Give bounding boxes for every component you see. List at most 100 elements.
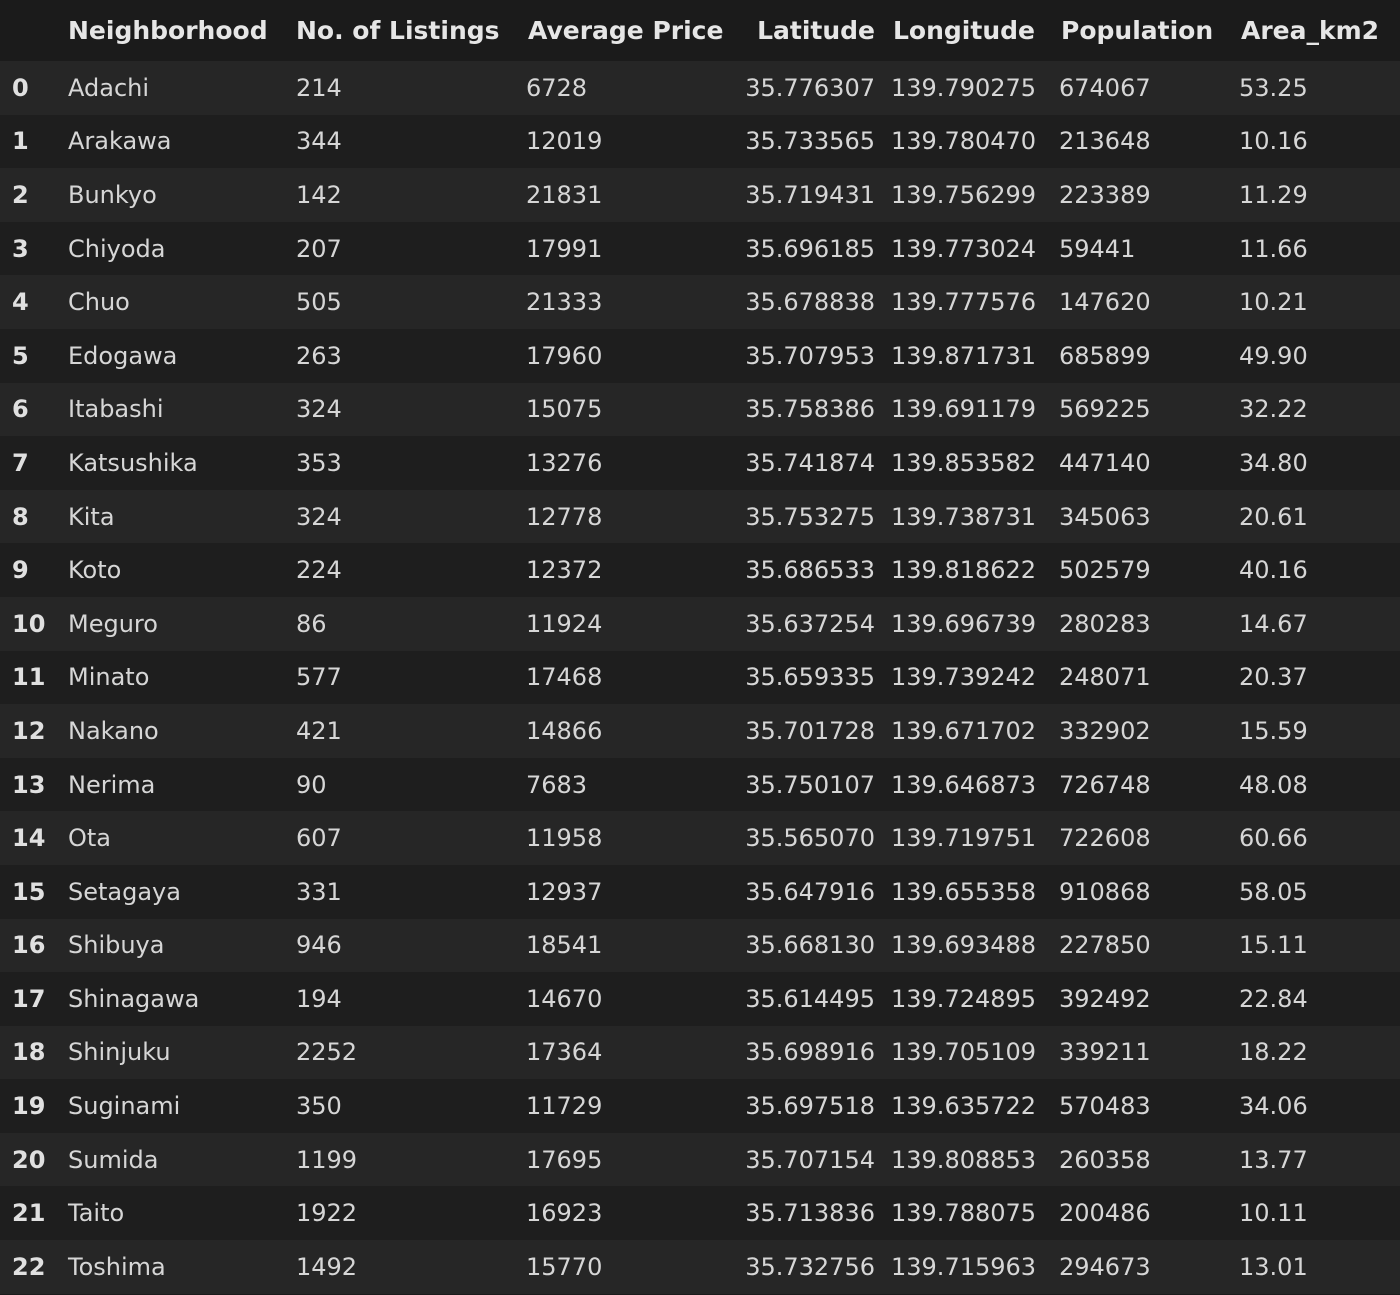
longitude-cell: 139.773024	[891, 234, 1037, 263]
average-price-cell: 15075	[526, 395, 603, 424]
table-row: 9 Koto 224 12372 35.686533 139.818622 502579 40…	[0, 543, 1400, 597]
listings-cell: 194	[296, 984, 342, 1013]
listings-cell: 86	[296, 609, 327, 638]
latitude-cell: 35.637254	[745, 609, 875, 638]
population-cell: 685899	[1059, 341, 1151, 370]
latitude-cell: 35.698916	[745, 1038, 875, 1067]
table-row: 7 Katsushika 353 13276 35.741874 139.853582 44…	[0, 436, 1400, 490]
listings-cell: 142	[296, 180, 342, 209]
row-index: 16	[12, 931, 46, 960]
population-cell: 674067	[1059, 73, 1151, 102]
table-row: 11 Minato 577 17468 35.659335 139.739242 24807…	[0, 650, 1400, 705]
latitude-cell: 35.732756	[745, 1252, 875, 1281]
average-price-cell: 12019	[526, 127, 603, 156]
table-row: 1 Arakawa 344 12019 35.733565 139.780470 21364…	[0, 114, 1400, 169]
latitude-cell: 35.701728	[745, 716, 875, 745]
table-row: 8 Kita 324 12778 35.753275 139.738731 345063 20…	[0, 489, 1400, 544]
latitude-cell: 35.659335	[745, 663, 875, 692]
area-cell: 20.37	[1239, 663, 1308, 692]
average-price-cell: 17364	[526, 1038, 603, 1067]
longitude-cell: 139.871731	[891, 341, 1037, 370]
population-cell: 392492	[1059, 984, 1151, 1013]
population-cell: 260358	[1059, 1145, 1151, 1174]
longitude-cell: 139.691179	[891, 395, 1037, 424]
latitude-cell: 35.696185	[745, 234, 875, 263]
row-index: 8	[12, 502, 29, 531]
longitude-cell: 139.693488	[891, 931, 1037, 960]
population-cell: 569225	[1059, 395, 1151, 424]
longitude-cell: 139.738731	[891, 502, 1037, 531]
neighborhood-cell: Nerima	[68, 770, 156, 799]
longitude-cell: 139.724895	[891, 984, 1037, 1013]
neighborhood-cell: Toshima	[68, 1252, 166, 1281]
row-index: 20	[12, 1145, 46, 1174]
neighborhood-cell: Minato	[68, 663, 150, 692]
neighborhood-cell: Edogawa	[68, 341, 178, 370]
table-row: 6 Itabashi 324 15075 35.758386 139.691179 5692…	[0, 382, 1400, 437]
table-row: 17 Shinagawa 194 14670 35.614495 139.724895 39…	[0, 972, 1400, 1026]
longitude-cell: 139.719751	[891, 824, 1037, 853]
neighborhood-cell: Adachi	[68, 73, 150, 102]
row-index: 22	[12, 1252, 46, 1281]
header-index	[0, 0, 58, 61]
average-price-cell: 21831	[526, 180, 603, 209]
average-price-cell: 11729	[526, 1092, 603, 1121]
average-price-cell: 11958	[526, 824, 603, 853]
area-cell: 22.84	[1239, 984, 1308, 1013]
neighborhood-cell: Ota	[68, 824, 112, 853]
average-price-cell: 12778	[526, 502, 603, 531]
header-row: Neighborhood No. of Listings Average Pri…	[0, 0, 1400, 61]
population-cell: 447140	[1059, 448, 1151, 477]
area-cell: 18.22	[1239, 1038, 1308, 1067]
area-cell: 34.80	[1239, 448, 1308, 477]
population-cell: 332902	[1059, 716, 1151, 745]
row-index: 1	[12, 127, 29, 156]
table-row: 21 Taito 1922 16923 35.713836 139.788075 20048…	[0, 1186, 1400, 1241]
average-price-cell: 13276	[526, 448, 603, 477]
neighborhood-cell: Shinagawa	[68, 984, 200, 1013]
population-cell: 570483	[1059, 1092, 1151, 1121]
population-cell: 502579	[1059, 556, 1151, 585]
neighborhood-cell: Meguro	[68, 609, 158, 638]
row-index: 3	[12, 234, 29, 263]
population-cell: 910868	[1059, 877, 1151, 906]
neighborhood-cell: Suginami	[68, 1092, 181, 1121]
row-index: 6	[12, 395, 29, 424]
longitude-cell: 139.655358	[891, 877, 1037, 906]
latitude-cell: 35.719431	[745, 180, 875, 209]
neighborhood-cell: Chiyoda	[68, 234, 166, 263]
header-latitude: Latitude	[757, 16, 875, 45]
row-index: 7	[12, 448, 29, 477]
listings-cell: 90	[296, 770, 327, 799]
latitude-cell: 35.750107	[745, 770, 875, 799]
header-area: Area_km2	[1241, 16, 1380, 45]
table-row: 22 Toshima 1492 15770 35.732756 139.715963 294…	[0, 1240, 1400, 1294]
average-price-cell: 17991	[526, 234, 603, 263]
area-cell: 58.05	[1239, 877, 1308, 906]
listings-cell: 505	[296, 288, 342, 317]
row-index: 4	[12, 288, 29, 317]
average-price-cell: 17468	[526, 663, 603, 692]
area-cell: 10.21	[1239, 288, 1308, 317]
listings-cell: 214	[296, 73, 342, 102]
population-cell: 147620	[1059, 288, 1151, 317]
neighborhood-cell: Shibuya	[68, 931, 165, 960]
area-cell: 10.16	[1239, 127, 1308, 156]
listings-cell: 421	[296, 716, 342, 745]
longitude-cell: 139.671702	[891, 716, 1037, 745]
table-row: 18 Shinjuku 2252 17364 35.698916 139.705109 33…	[0, 1025, 1400, 1080]
listings-cell: 324	[296, 395, 342, 424]
latitude-cell: 35.678838	[745, 288, 875, 317]
average-price-cell: 15770	[526, 1252, 603, 1281]
table-row: 10 Meguro 86 11924 35.637254 139.696739 280283…	[0, 596, 1400, 651]
row-index: 11	[12, 663, 46, 692]
population-cell: 227850	[1059, 931, 1151, 960]
table-row: 5 Edogawa 263 17960 35.707953 139.871731 68589…	[0, 328, 1400, 383]
latitude-cell: 35.758386	[745, 395, 875, 424]
neighborhood-cell: Kita	[68, 502, 115, 531]
area-cell: 14.67	[1239, 609, 1308, 638]
population-cell: 280283	[1059, 609, 1151, 638]
average-price-cell: 17960	[526, 341, 603, 370]
table-body: 0 Adachi 214 6728 35.776307 139.790275 674067 5…	[0, 61, 1400, 1294]
listings-cell: 607	[296, 824, 342, 853]
